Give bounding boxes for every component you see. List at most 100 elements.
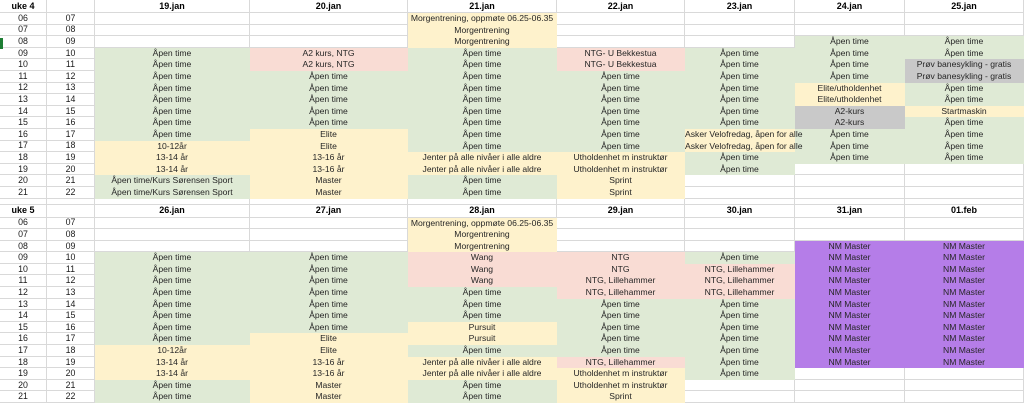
schedule-cell[interactable]: Åpen time [95,391,250,403]
schedule-cell[interactable]: Åpen time [408,82,557,95]
schedule-cell[interactable] [557,229,685,241]
schedule-cell[interactable]: Åpen time [250,263,408,276]
schedule-cell[interactable] [250,13,408,25]
date-header-cell[interactable]: 24.jan [795,0,905,13]
hour-start-cell[interactable]: 17 [0,345,47,357]
schedule-cell[interactable]: NM Master [795,252,905,264]
schedule-cell[interactable]: Åpen time [250,252,408,264]
schedule-cell[interactable]: NM Master [905,298,1024,311]
schedule-cell[interactable]: NTG, Lillehammer [557,287,685,299]
schedule-cell[interactable]: Åpen time [95,275,250,288]
schedule-cell[interactable] [795,13,905,25]
hour-start-cell[interactable]: 21 [0,186,47,199]
schedule-cell[interactable]: Åpen time [408,345,557,357]
schedule-cell[interactable]: Åpen time [557,94,685,106]
hour-start-cell[interactable]: 21 [0,391,47,403]
hour-start-cell[interactable]: 20 [0,175,47,187]
schedule-cell[interactable]: NM Master [795,310,905,322]
hour-end-cell[interactable]: 13 [47,287,95,299]
schedule-cell[interactable]: Master [250,175,408,187]
schedule-cell[interactable]: Åpen time [557,105,685,118]
schedule-cell[interactable]: Åpen time [95,94,250,106]
schedule-cell[interactable] [95,36,250,48]
schedule-cell[interactable]: NM Master [905,333,1024,346]
schedule-cell[interactable]: Åpen time [557,321,685,334]
date-header-cell[interactable]: 25.jan [905,0,1024,13]
schedule-cell[interactable] [685,229,795,241]
schedule-cell[interactable] [795,163,905,176]
schedule-cell[interactable] [557,36,685,48]
schedule-cell[interactable]: Åpen time [557,128,685,141]
hour-end-cell[interactable]: 09 [47,36,95,48]
schedule-cell[interactable]: Åpen time/Kurs Sørensen Sport [95,175,250,187]
schedule-cell[interactable]: Åpen time [250,321,408,334]
schedule-cell[interactable]: NM Master [905,263,1024,276]
hour-start-cell[interactable]: 18 [0,356,47,369]
schedule-cell[interactable]: Åpen time [795,152,905,164]
schedule-cell[interactable]: Åpen time/Kurs Sørensen Sport [95,186,250,199]
schedule-cell[interactable]: Elite [250,140,408,153]
hour-end-cell[interactable]: 19 [47,356,95,369]
schedule-cell[interactable]: Åpen time [408,105,557,118]
schedule-cell[interactable]: NTG- U Bekkestua [557,59,685,71]
schedule-cell[interactable]: Åpen time [95,298,250,311]
schedule-cell[interactable]: A2 kurs, NTG [250,59,408,71]
schedule-cell[interactable]: Åpen time [685,152,795,164]
schedule-cell[interactable]: Åpen time [557,298,685,311]
hour-end-cell[interactable]: 16 [47,321,95,334]
schedule-cell[interactable]: Åpen time [557,82,685,95]
schedule-cell[interactable]: Åpen time [685,298,795,311]
schedule-cell[interactable]: Jenter på alle nivåer i alle aldre [408,152,557,164]
hour-end-cell[interactable]: 07 [47,13,95,25]
schedule-cell[interactable]: Asker Velofredag, åpen for alle [685,140,803,153]
schedule-cell[interactable]: Åpen time [685,163,795,176]
date-header-cell[interactable]: 23.jan [685,0,795,13]
hour-end-cell[interactable]: 17 [47,333,95,346]
schedule-cell[interactable] [250,24,408,37]
hour-end-cell[interactable]: 13 [47,82,95,95]
schedule-cell[interactable] [685,36,795,48]
schedule-cell[interactable]: Åpen time [95,117,250,129]
schedule-cell[interactable]: Åpen time [250,298,408,311]
schedule-cell[interactable]: Åpen time [408,47,557,60]
schedule-cell[interactable] [795,24,905,37]
schedule-cell[interactable]: NM Master [905,310,1024,322]
schedule-cell[interactable]: Asker Velofredag, åpen for alle [685,128,803,141]
date-header-cell[interactable]: 31.jan [795,204,905,218]
date-header-cell[interactable]: 22.jan [557,0,685,13]
schedule-cell[interactable]: Sprint [557,186,685,199]
schedule-cell[interactable] [250,229,408,241]
schedule-cell[interactable]: Åpen time [408,186,557,199]
schedule-cell[interactable]: Pursuit [408,321,557,334]
schedule-cell[interactable]: Åpen time [905,140,1024,153]
hour-start-cell[interactable]: 16 [0,333,47,346]
schedule-cell[interactable]: Åpen time [685,252,795,264]
hour-end-cell[interactable]: 12 [47,275,95,288]
schedule-cell[interactable]: Elite [250,333,408,346]
schedule-cell[interactable] [557,240,685,253]
hour-start-cell[interactable]: 14 [0,310,47,322]
schedule-cell[interactable]: NTG [557,252,685,264]
schedule-cell[interactable] [905,175,1024,187]
schedule-cell[interactable]: Jenter på alle nivåer i alle aldre [408,368,557,380]
hour-start-cell[interactable]: 14 [0,105,47,118]
hour-start-cell[interactable]: 13 [0,94,47,106]
schedule-cell[interactable] [685,13,795,25]
schedule-cell[interactable]: Åpen time [557,70,685,83]
schedule-cell[interactable]: 13-16 år [250,356,408,369]
schedule-cell[interactable]: Åpen time [95,82,250,95]
hour-end-cell[interactable]: 14 [47,94,95,106]
date-header-cell[interactable]: 01.feb [905,204,1024,218]
schedule-cell[interactable]: Åpen time [250,94,408,106]
schedule-cell[interactable]: Åpen time [795,128,905,141]
schedule-cell[interactable]: Åpen time [685,345,795,357]
schedule-cell[interactable] [685,391,795,403]
hour-start-cell[interactable]: 08 [0,240,47,253]
hour-end-cell[interactable]: 21 [47,379,95,392]
schedule-cell[interactable]: Morgentrening [408,229,557,241]
hour-end-cell[interactable]: 08 [47,24,95,37]
schedule-cell[interactable]: 13-14 år [95,163,250,176]
hour-start-cell[interactable]: 12 [0,287,47,299]
schedule-cell[interactable] [95,13,250,25]
schedule-cell[interactable]: 13-16 år [250,152,408,164]
